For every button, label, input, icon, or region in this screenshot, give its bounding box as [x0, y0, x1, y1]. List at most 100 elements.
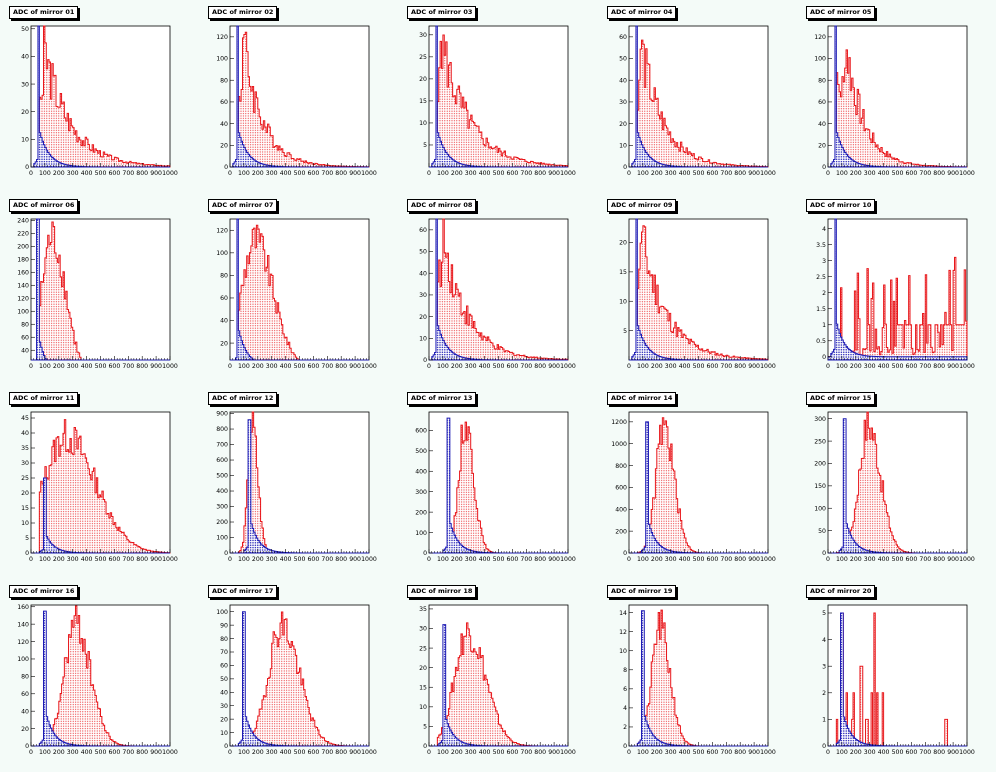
histogram-mirror-13: 0 100 200 300 400 500 600 700 800 900 100001002003…	[415, 411, 576, 563]
x-tick-label: 1000	[361, 749, 377, 756]
x-tick-label: 600	[108, 556, 120, 563]
adc-series	[429, 218, 569, 361]
y-tick-label: 3.5	[816, 242, 826, 249]
panel-title-mirror-14: ADC of mirror 14	[607, 392, 677, 405]
y-tick-label: 600	[415, 428, 427, 435]
x-tick-label: 800	[933, 556, 945, 563]
y-tick-label: 8	[623, 667, 627, 674]
x-tick-label: 500	[95, 363, 107, 370]
x-tick-label: 0	[627, 749, 631, 756]
y-tick-label: 10	[419, 120, 427, 127]
x-tick-label: 500	[892, 170, 904, 177]
y-tick-label: 30	[419, 292, 427, 299]
y-tick-label: 80	[21, 321, 29, 328]
y-tick-label: 300	[415, 489, 427, 496]
y-tick-label: 0	[822, 164, 826, 171]
y-tick-label: 120	[17, 639, 29, 646]
y-tick-label: 100	[216, 56, 228, 63]
x-tick-label: 0	[427, 556, 431, 563]
y-tick-label: 3	[822, 258, 826, 265]
x-tick-label: 800	[734, 556, 746, 563]
panel-title-mirror-12: ADC of mirror 12	[208, 392, 278, 405]
y-tick-label: 5	[423, 142, 427, 149]
histogram-mirror-10: 0 100 200 300 400 500 600 700 800 900 1000 0 0.5 1 1.5…	[816, 218, 975, 370]
x-tick-label: 100	[39, 749, 51, 756]
x-tick-label: 300	[266, 363, 278, 370]
y-tick-label: 60	[21, 334, 29, 341]
x-tick-label: 500	[95, 749, 107, 756]
x-tick-label: 0	[228, 749, 232, 756]
y-tick-label: 0	[423, 550, 427, 557]
x-tick-label: 0	[627, 363, 631, 370]
histogram-mirror-20: 0 100 200 300 400 500 600 700 800 900 1000 0 1 2 3 4 5	[822, 604, 975, 756]
y-tick-label: 1.5	[816, 306, 826, 313]
x-tick-label: 400	[878, 749, 890, 756]
y-tick-label: 100	[814, 56, 826, 63]
x-tick-label: 200	[651, 749, 663, 756]
x-tick-label: 200	[850, 749, 862, 756]
x-tick-label: 1000	[162, 363, 178, 370]
x-tick-label: 800	[534, 170, 546, 177]
panel-title-mirror-15: ADC of mirror 15	[806, 392, 876, 405]
y-tick-label: 20	[220, 143, 228, 150]
x-tick-label: 400	[280, 749, 292, 756]
panel-title-mirror-10: ADC of mirror 10	[806, 199, 876, 212]
x-tick-label: 700	[720, 556, 732, 563]
y-tick-label: 40	[21, 347, 29, 354]
y-tick-label: 40	[21, 708, 29, 715]
histogram-mirror-01: 0 100 200 300 400 500 600 700 800 900 1000 0 10 20 30 4…	[21, 25, 178, 177]
x-tick-label: 0	[826, 749, 830, 756]
y-tick-label: 1000	[611, 441, 627, 448]
y-tick-label: 200	[615, 528, 627, 535]
y-tick-label: 100	[814, 505, 826, 512]
x-tick-label: 0	[29, 363, 33, 370]
x-tick-label: 200	[451, 363, 463, 370]
histogram-mirror-09: 0 100 200 300 400 500 600 700 800 900 1000 5 10 15 20	[619, 218, 776, 370]
x-tick-label: 600	[307, 170, 319, 177]
y-tick-label: 100	[17, 656, 29, 663]
x-tick-label: 400	[679, 556, 691, 563]
x-tick-label: 400	[679, 363, 691, 370]
y-tick-label: 80	[21, 674, 29, 681]
x-tick-label: 300	[665, 170, 677, 177]
y-tick-label: 160	[17, 269, 29, 276]
x-tick-label: 900	[349, 170, 361, 177]
x-tick-label: 1000	[959, 363, 975, 370]
x-tick-label: 400	[878, 363, 890, 370]
x-tick-label: 100	[39, 363, 51, 370]
x-tick-label: 800	[335, 749, 347, 756]
y-tick-label: 10	[419, 704, 427, 711]
histogram-mirror-06: 0 100 200 300 400 500 600 700 800 900 100040608010…	[17, 217, 178, 370]
y-tick-label: 20	[619, 240, 627, 247]
x-tick-label: 200	[850, 556, 862, 563]
histogram-mirror-03: 0 100 200 300 400 500 600 700 800 900 1000 5 10 15 20 2…	[419, 25, 576, 177]
pedestal-series	[31, 218, 170, 361]
y-tick-label: 0	[25, 550, 29, 557]
x-tick-label: 600	[307, 363, 319, 370]
y-tick-label: 10	[619, 648, 627, 655]
y-tick-label: 900	[216, 411, 228, 418]
x-tick-label: 800	[534, 556, 546, 563]
y-tick-label: 400	[415, 468, 427, 475]
x-tick-label: 300	[266, 749, 278, 756]
x-tick-label: 300	[67, 749, 79, 756]
x-tick-label: 200	[53, 749, 65, 756]
y-tick-label: 400	[216, 488, 228, 495]
x-tick-label: 600	[506, 170, 518, 177]
x-tick-label: 800	[136, 556, 148, 563]
x-tick-label: 400	[878, 170, 890, 177]
y-tick-label: 0	[224, 164, 228, 171]
y-tick-label: 50	[818, 528, 826, 535]
x-tick-label: 100	[437, 556, 449, 563]
y-tick-label: 40	[21, 430, 29, 437]
y-tick-label: 1200	[611, 419, 627, 426]
x-tick-label: 800	[534, 363, 546, 370]
x-tick-label: 700	[919, 749, 931, 756]
y-tick-label: 600	[216, 457, 228, 464]
x-tick-label: 700	[720, 363, 732, 370]
x-tick-label: 600	[905, 749, 917, 756]
x-tick-label: 1000	[959, 749, 975, 756]
y-tick-label: 200	[415, 509, 427, 516]
histogram-mirror-15: 0 100 200 300 400 500 600 700 800 900 100005010015…	[814, 411, 975, 563]
x-tick-label: 200	[252, 749, 264, 756]
